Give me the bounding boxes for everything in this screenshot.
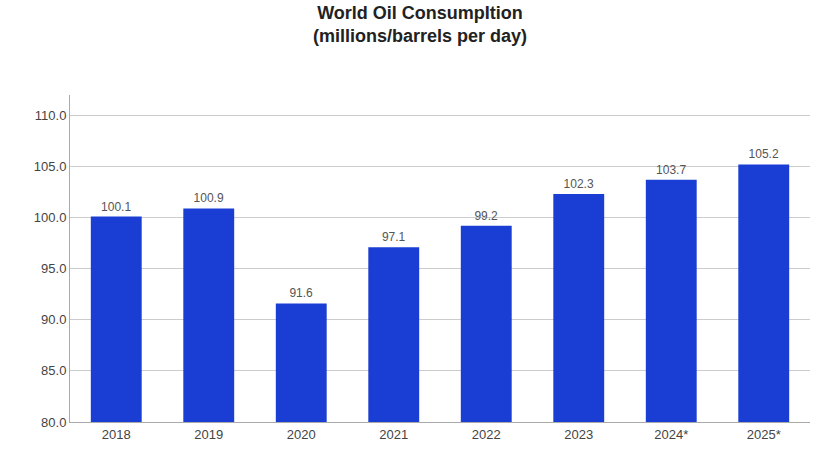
svg-text:110.0: 110.0	[35, 108, 67, 123]
svg-text:102.3: 102.3	[564, 177, 594, 191]
svg-text:90.0: 90.0	[41, 312, 66, 327]
svg-text:100.0: 100.0	[34, 210, 67, 225]
svg-text:105.2: 105.2	[749, 147, 779, 161]
svg-text:105.0: 105.0	[34, 159, 67, 174]
svg-text:2020: 2020	[287, 427, 316, 442]
svg-text:99.2: 99.2	[474, 209, 498, 223]
svg-text:2019: 2019	[194, 427, 223, 442]
svg-text:103.7: 103.7	[656, 163, 686, 177]
svg-text:97.1: 97.1	[382, 230, 406, 244]
svg-text:2024*: 2024*	[654, 427, 688, 442]
svg-text:100.1: 100.1	[101, 200, 131, 214]
svg-text:2023: 2023	[564, 427, 593, 442]
svg-text:85.0: 85.0	[41, 363, 66, 378]
svg-text:95.0: 95.0	[41, 261, 66, 276]
svg-text:100.9: 100.9	[194, 191, 224, 205]
svg-text:2025*: 2025*	[747, 427, 781, 442]
svg-text:2018: 2018	[102, 427, 131, 442]
svg-text:2021: 2021	[379, 427, 408, 442]
svg-text:80.0: 80.0	[41, 415, 66, 430]
svg-text:91.6: 91.6	[289, 286, 313, 300]
svg-text:2022: 2022	[472, 427, 501, 442]
svg-text:World Oil ConsumpItion(million: World Oil ConsumpItion(millions/barrels …	[313, 3, 527, 46]
